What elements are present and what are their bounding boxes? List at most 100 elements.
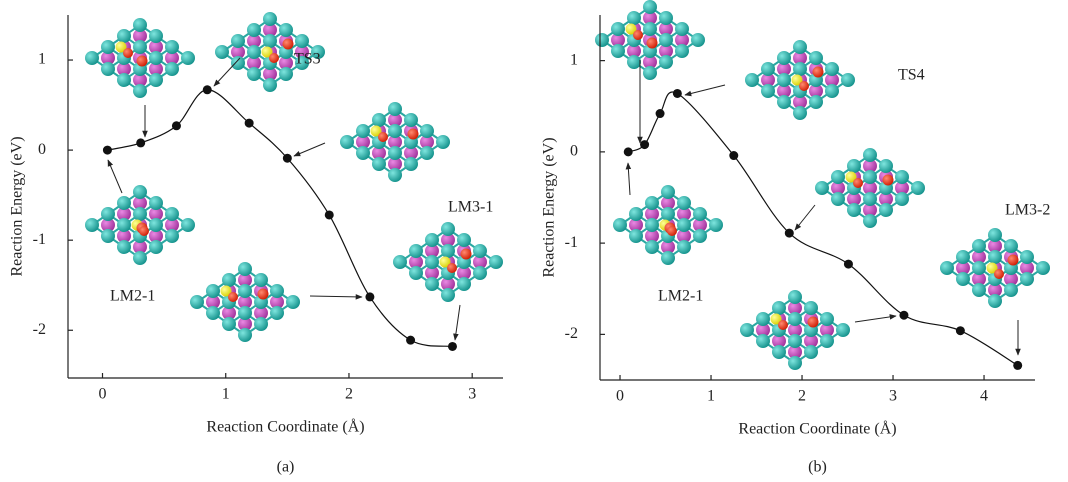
atom	[238, 284, 252, 298]
atom	[972, 261, 986, 275]
panel-label: (b)	[808, 459, 827, 476]
atom	[661, 185, 675, 199]
atom	[847, 159, 861, 173]
atom	[825, 62, 839, 76]
atom	[972, 239, 986, 253]
atom	[254, 273, 268, 287]
atom	[820, 312, 834, 326]
figure: 0123-2-101Reaction Coordinate (Å)Reactio…	[0, 0, 1068, 482]
atom	[659, 11, 673, 25]
x-axis-label: Reaction Coordinate (Å)	[206, 418, 364, 436]
atom	[137, 56, 148, 67]
data-point	[785, 229, 794, 238]
y-tick-label: -1	[33, 231, 46, 248]
atom	[661, 251, 675, 265]
atom	[1020, 272, 1034, 286]
data-point	[1013, 361, 1022, 370]
atom	[149, 29, 163, 43]
atom	[388, 124, 402, 138]
data-point	[656, 109, 665, 118]
atom	[457, 277, 471, 291]
data-point	[624, 147, 633, 156]
y-tick-label: 0	[570, 143, 578, 160]
data-point	[325, 210, 334, 219]
data-point	[406, 336, 415, 345]
atom	[777, 51, 791, 65]
atom	[853, 178, 863, 188]
atom	[940, 261, 954, 275]
data-point	[245, 119, 254, 128]
data-point	[729, 151, 738, 160]
y-tick-label: 0	[38, 141, 46, 158]
atom	[165, 229, 179, 243]
atom	[133, 207, 147, 221]
data-point	[673, 89, 682, 98]
atom	[409, 244, 423, 258]
atom	[425, 255, 439, 269]
arrow	[855, 316, 896, 322]
x-tick-label: 0	[99, 386, 107, 403]
lattice-icon	[613, 185, 723, 265]
atom	[778, 320, 788, 330]
atom	[420, 124, 434, 138]
data-point	[640, 140, 649, 149]
atom	[461, 249, 472, 260]
x-tick-label: 1	[222, 386, 230, 403]
atom	[286, 295, 300, 309]
atom	[793, 40, 807, 54]
atom	[117, 196, 131, 210]
atom	[693, 207, 707, 221]
atom	[756, 334, 770, 348]
atom	[879, 203, 893, 217]
atom	[815, 181, 829, 195]
atom	[133, 185, 147, 199]
atom	[457, 233, 471, 247]
atom	[149, 196, 163, 210]
x-tick-label: 4	[980, 388, 988, 405]
atom	[1020, 250, 1034, 264]
atom	[1004, 239, 1018, 253]
x-tick-label: 2	[798, 388, 806, 405]
atom	[393, 255, 407, 269]
atom	[133, 40, 147, 54]
atom	[231, 56, 245, 70]
y-axis-label: Reaction Energy (eV)	[541, 137, 558, 277]
atom	[804, 301, 818, 315]
atom	[149, 218, 163, 232]
lattice-icon	[745, 40, 855, 120]
atom	[295, 34, 309, 48]
atom	[101, 229, 115, 243]
arrow	[455, 305, 460, 340]
x-tick-label: 3	[889, 388, 897, 405]
data-point	[172, 121, 181, 130]
x-axis-label: Reaction Coordinate (Å)	[738, 420, 896, 438]
lattice-icon	[85, 185, 195, 265]
atom	[270, 284, 284, 298]
atom	[85, 51, 99, 65]
atom	[117, 218, 131, 232]
atom	[793, 106, 807, 120]
atom	[911, 181, 925, 195]
atom	[761, 62, 775, 76]
lattice-icon	[595, 0, 705, 80]
atom	[677, 240, 691, 254]
atom	[643, 0, 657, 14]
data-point	[448, 342, 457, 351]
atom	[123, 48, 133, 58]
atom	[388, 168, 402, 182]
data-point	[844, 260, 853, 269]
atom	[149, 240, 163, 254]
atom	[633, 30, 643, 40]
atom	[247, 67, 261, 81]
arrow	[214, 58, 240, 86]
atom	[101, 207, 115, 221]
atom	[117, 73, 131, 87]
atom	[263, 78, 277, 92]
lattice-icon	[940, 228, 1050, 308]
atom	[863, 170, 877, 184]
atom	[215, 45, 229, 59]
data-point	[203, 85, 212, 94]
atom	[808, 317, 819, 328]
annotation: TS3	[294, 51, 321, 68]
